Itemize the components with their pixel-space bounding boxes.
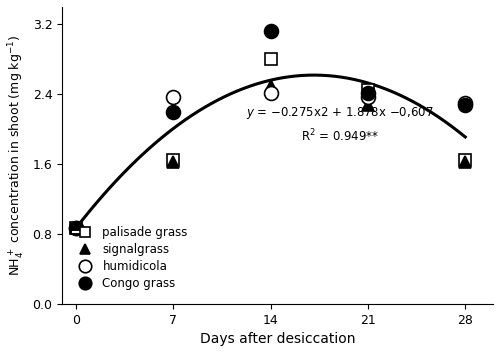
Legend: palisade grass, signalgrass, humidicola, Congo grass: palisade grass, signalgrass, humidicola,… [68,221,192,295]
Text: $y$ = −0.275x2 + 1.878x −0,607: $y$ = −0.275x2 + 1.878x −0,607 [246,106,434,121]
Text: R$^2$ = 0.949**: R$^2$ = 0.949** [301,128,380,144]
Y-axis label: NH$_4^+$ concentration in shoot (mg kg$^{-1}$): NH$_4^+$ concentration in shoot (mg kg$^… [7,35,27,276]
X-axis label: Days after desiccation: Days after desiccation [200,332,356,346]
